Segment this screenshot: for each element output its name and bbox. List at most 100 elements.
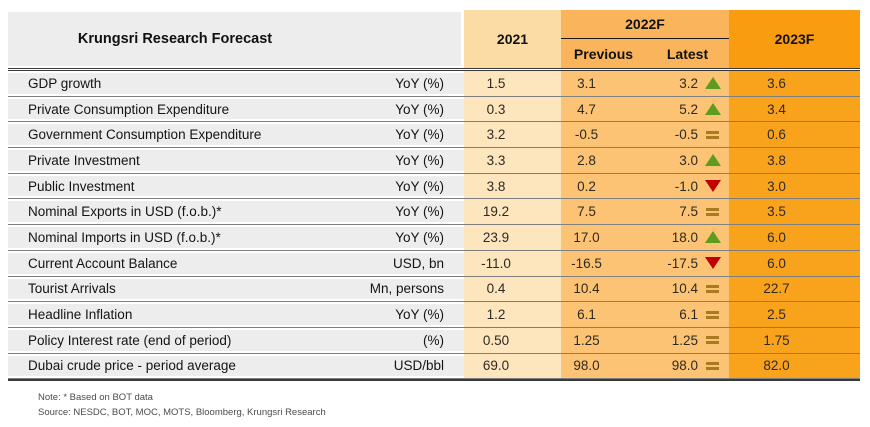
table-row: Policy Interest rate (end of period) (%) 0… [8,327,860,354]
trend-slot [704,310,721,319]
row-unit: USD, bn [342,250,464,276]
trend-up-icon [704,154,721,167]
value-2022f-previous: -0.5 [561,122,658,148]
row-label: Headline Inflation [8,302,342,327]
value-2022f-latest: 1.25 [658,327,729,353]
col-header-2022f-group: 2022F Previous Latest [561,10,729,68]
value-2023f: 3.0 [729,173,860,199]
value-2021: 3.2 [464,122,561,148]
table-row: Government Consumption Expenditure YoY (%… [8,122,860,149]
value-2022f-latest: 3.0 [658,148,729,173]
value-2023f: 2.5 [729,302,860,327]
value-2021: 0.4 [464,276,561,302]
value-2022f-previous: -16.5 [561,250,658,276]
value-2022f-latest: -1.0 [658,173,729,199]
row-unit: USD/bbl [342,353,464,379]
table-title-cell: Krungsri Research Forecast [8,10,464,68]
table-row: Dubai crude price - period average USD/bb… [8,353,860,380]
latest-value: -1.0 [674,178,698,194]
table-row: Tourist Arrivals Mn, persons 0.4 10.4 10.4 22… [8,276,860,303]
value-2022f-previous: 1.25 [561,327,658,353]
value-2021: 1.5 [464,71,561,96]
table-body: GDP growth YoY (%) 1.5 3.1 3.2 3.6 Private Con… [8,71,860,380]
table-row: GDP growth YoY (%) 1.5 3.1 3.2 3.6 [8,71,860,97]
latest-value: 3.0 [679,152,698,168]
value-2021: 1.2 [464,302,561,327]
row-label: Private Consumption Expenditure [8,96,342,122]
trend-down-icon [704,257,721,270]
latest-value: -17.5 [667,255,698,271]
value-2021: 0.3 [464,96,561,122]
latest-value: 3.2 [679,75,698,91]
value-2023f: 6.0 [729,225,860,250]
trend-flat-icon [706,284,719,293]
trend-up-icon [704,103,721,116]
source-line: Source: NESDC, BOT, MOC, MOTS, Bloomberg… [38,406,326,418]
value-2023f: 82.0 [729,353,860,379]
row-unit: YoY (%) [342,225,464,250]
value-2022f-previous: 0.2 [561,173,658,199]
row-label: Nominal Exports in USD (f.o.b.)* [8,199,342,225]
trend-slot [704,231,721,244]
row-unit: YoY (%) [342,148,464,173]
value-2022f-latest: 3.2 [658,71,729,96]
trend-slot [704,361,721,370]
value-2023f: 1.75 [729,327,860,353]
value-2023f: 6.0 [729,250,860,276]
value-2022f-latest: -17.5 [658,250,729,276]
row-unit: YoY (%) [342,173,464,199]
row-label: Current Account Balance [8,250,342,276]
table-row: Nominal Exports in USD (f.o.b.)* YoY (%) 1… [8,199,860,226]
value-2021: 3.8 [464,173,561,199]
trend-up-icon [704,77,721,90]
col-header-2022f-subrow: Previous Latest [561,39,729,68]
value-2022f-latest: 5.2 [658,96,729,122]
trend-slot [704,257,721,270]
value-2021: 0.50 [464,327,561,353]
trend-slot [704,130,721,139]
row-label: Public Investment [8,173,342,199]
value-2023f: 3.8 [729,148,860,173]
row-unit: (%) [342,327,464,353]
latest-value: 5.2 [679,101,698,117]
col-header-latest: Latest [666,45,709,62]
table-row: Private Investment YoY (%) 3.3 2.8 3.0 3.8 [8,148,860,174]
value-2021: 69.0 [464,353,561,379]
col-header-2021: 2021 [464,10,561,68]
latest-value: -0.5 [674,127,698,143]
value-2022f-previous: 98.0 [561,353,658,379]
trend-slot [704,103,721,116]
value-2022f-latest: 18.0 [658,225,729,250]
value-2021: -11.0 [464,250,561,276]
table-row: Headline Inflation YoY (%) 1.2 6.1 6.1 2.5 [8,302,860,328]
trend-slot [704,336,721,345]
value-2022f-latest: -0.5 [658,122,729,148]
value-2022f-latest: 98.0 [658,353,729,379]
col-header-previous: Previous [573,45,634,62]
trend-flat-icon [706,207,719,216]
value-2022f-previous: 7.5 [561,199,658,225]
row-label: GDP growth [8,71,342,96]
row-label: Government Consumption Expenditure [8,122,342,148]
row-label: Dubai crude price - period average [8,353,342,379]
row-unit: YoY (%) [342,71,464,96]
trend-slot [704,207,721,216]
trend-flat-icon [706,310,719,319]
value-2022f-latest: 6.1 [658,302,729,327]
table-title: Krungsri Research Forecast [77,31,273,47]
trend-up-icon [704,231,721,244]
trend-slot [704,284,721,293]
value-2022f-previous: 6.1 [561,302,658,327]
col-header-2022f: 2022F [561,10,729,39]
trend-flat-icon [706,130,719,139]
value-2023f: 22.7 [729,276,860,302]
row-unit: YoY (%) [342,122,464,148]
trend-slot [704,154,721,167]
trend-slot [704,77,721,90]
value-2021: 3.3 [464,148,561,173]
trend-flat-icon [706,336,719,345]
forecast-table: Krungsri Research Forecast 2021 2022F Pr… [8,10,860,382]
row-unit: YoY (%) [342,199,464,225]
row-label: Nominal Imports in USD (f.o.b.)* [8,225,342,250]
value-2023f: 3.6 [729,71,860,96]
